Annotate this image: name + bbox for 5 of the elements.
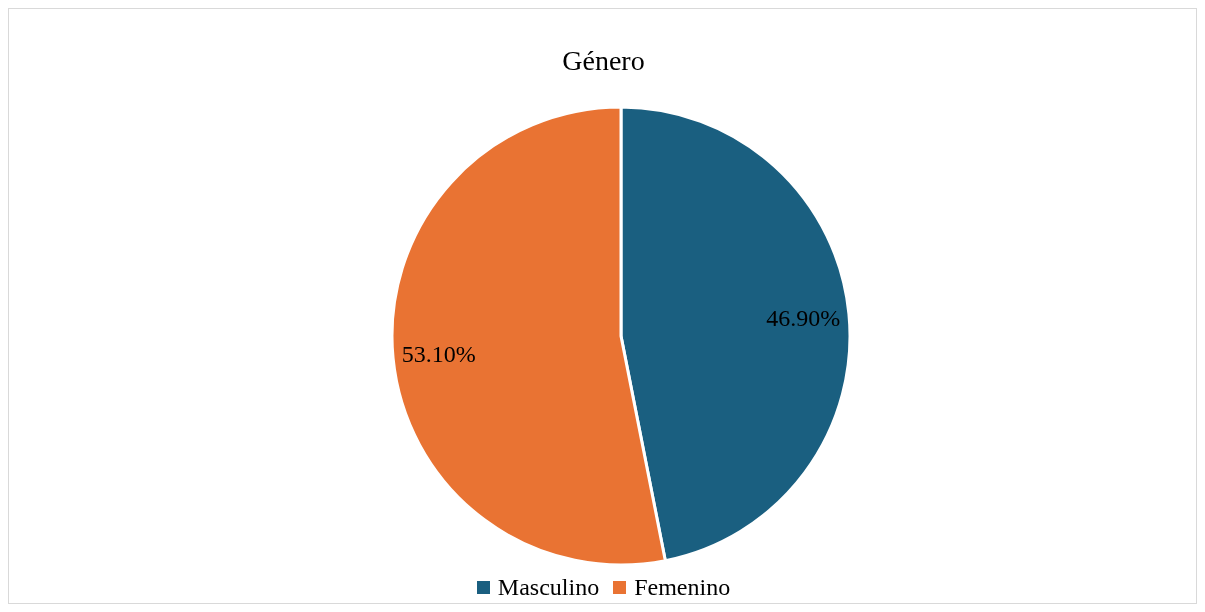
legend-label: Femenino: [634, 574, 731, 601]
data-label: 46.90%: [766, 305, 841, 332]
chart-title: Género: [561, 45, 646, 77]
data-label: 53.10%: [401, 340, 476, 367]
legend-label: Masculino: [497, 574, 600, 601]
